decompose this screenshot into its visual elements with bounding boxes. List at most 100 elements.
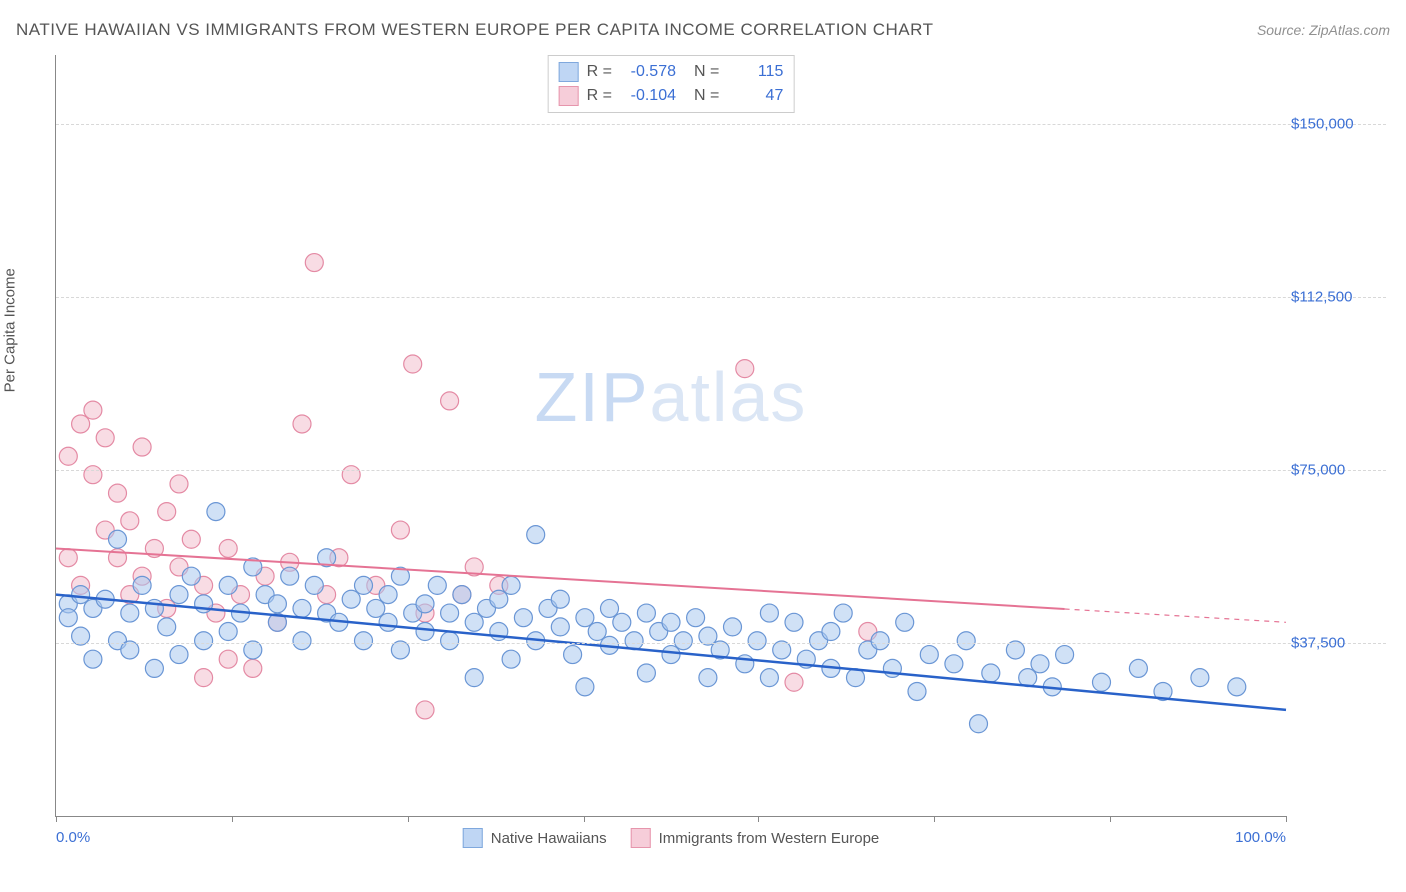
- scatter-point: [514, 609, 532, 627]
- source-label: Source: ZipAtlas.com: [1257, 22, 1390, 38]
- scatter-point: [145, 659, 163, 677]
- scatter-point: [207, 503, 225, 521]
- x-tick: [232, 816, 233, 822]
- gridline: [56, 297, 1386, 298]
- chart-title: NATIVE HAWAIIAN VS IMMIGRANTS FROM WESTE…: [16, 20, 933, 40]
- scatter-point: [1129, 659, 1147, 677]
- scatter-point: [305, 254, 323, 272]
- scatter-svg: [56, 55, 1286, 816]
- scatter-point: [244, 659, 262, 677]
- gridline: [56, 470, 1386, 471]
- scatter-point: [1093, 673, 1111, 691]
- scatter-point: [219, 539, 237, 557]
- scatter-point: [170, 475, 188, 493]
- legend-item: Immigrants from Western Europe: [631, 828, 880, 848]
- scatter-point: [662, 646, 680, 664]
- scatter-point: [453, 586, 471, 604]
- scatter-point: [822, 623, 840, 641]
- y-axis-label: Per Capita Income: [2, 268, 19, 392]
- scatter-point: [613, 613, 631, 631]
- x-tick-label: 100.0%: [1235, 829, 1286, 846]
- r-label: R =: [587, 63, 612, 81]
- scatter-point: [748, 632, 766, 650]
- scatter-point: [551, 590, 569, 608]
- trend-line: [56, 595, 1286, 710]
- r-value: -0.104: [620, 87, 676, 105]
- scatter-point: [441, 392, 459, 410]
- scatter-point: [785, 613, 803, 631]
- scatter-point: [84, 650, 102, 668]
- plot-area: ZIPatlas R =-0.578N =115R =-0.104N =47 N…: [55, 55, 1286, 817]
- scatter-point: [367, 599, 385, 617]
- scatter-point: [760, 604, 778, 622]
- scatter-point: [576, 609, 594, 627]
- scatter-point: [465, 669, 483, 687]
- scatter-point: [293, 415, 311, 433]
- legend-swatch: [463, 828, 483, 848]
- x-tick: [1286, 816, 1287, 822]
- scatter-point: [121, 604, 139, 622]
- scatter-point: [576, 678, 594, 696]
- scatter-point: [96, 429, 114, 447]
- x-tick: [934, 816, 935, 822]
- scatter-point: [551, 618, 569, 636]
- scatter-point: [441, 632, 459, 650]
- y-tick-label: $75,000: [1291, 462, 1381, 479]
- scatter-point: [957, 632, 975, 650]
- scatter-point: [133, 576, 151, 594]
- trend-line-dashed: [1065, 609, 1286, 622]
- legend-swatch: [559, 62, 579, 82]
- x-tick-label: 0.0%: [56, 829, 90, 846]
- scatter-point: [84, 466, 102, 484]
- legend-swatch: [631, 828, 651, 848]
- scatter-point: [441, 604, 459, 622]
- scatter-point: [170, 586, 188, 604]
- scatter-point: [896, 613, 914, 631]
- scatter-point: [699, 669, 717, 687]
- scatter-point: [724, 618, 742, 636]
- scatter-point: [379, 613, 397, 631]
- scatter-point: [1031, 655, 1049, 673]
- scatter-point: [527, 526, 545, 544]
- scatter-point: [945, 655, 963, 673]
- x-tick: [584, 816, 585, 822]
- legend-item: Native Hawaiians: [463, 828, 607, 848]
- scatter-point: [637, 604, 655, 622]
- scatter-point: [834, 604, 852, 622]
- scatter-point: [379, 586, 397, 604]
- gridline: [56, 643, 1386, 644]
- r-value: -0.578: [620, 63, 676, 81]
- scatter-point: [182, 567, 200, 585]
- scatter-point: [490, 590, 508, 608]
- scatter-point: [219, 623, 237, 641]
- x-tick: [758, 816, 759, 822]
- scatter-point: [158, 503, 176, 521]
- scatter-point: [158, 618, 176, 636]
- scatter-point: [1228, 678, 1246, 696]
- n-value: 115: [727, 63, 783, 81]
- scatter-point: [219, 650, 237, 668]
- scatter-point: [502, 650, 520, 668]
- scatter-point: [305, 576, 323, 594]
- x-tick: [56, 816, 57, 822]
- scatter-point: [404, 355, 422, 373]
- scatter-point: [109, 484, 127, 502]
- scatter-point: [293, 599, 311, 617]
- scatter-point: [195, 632, 213, 650]
- scatter-point: [72, 586, 90, 604]
- scatter-point: [182, 530, 200, 548]
- scatter-point: [588, 623, 606, 641]
- scatter-point: [281, 567, 299, 585]
- scatter-point: [293, 632, 311, 650]
- scatter-point: [59, 447, 77, 465]
- scatter-point: [982, 664, 1000, 682]
- legend-swatch: [559, 86, 579, 106]
- scatter-point: [637, 664, 655, 682]
- scatter-point: [662, 613, 680, 631]
- chart-container: ZIPatlas R =-0.578N =115R =-0.104N =47 N…: [55, 55, 1386, 857]
- scatter-point: [195, 669, 213, 687]
- gridline: [56, 124, 1386, 125]
- x-tick: [1110, 816, 1111, 822]
- scatter-point: [465, 613, 483, 631]
- scatter-point: [871, 632, 889, 650]
